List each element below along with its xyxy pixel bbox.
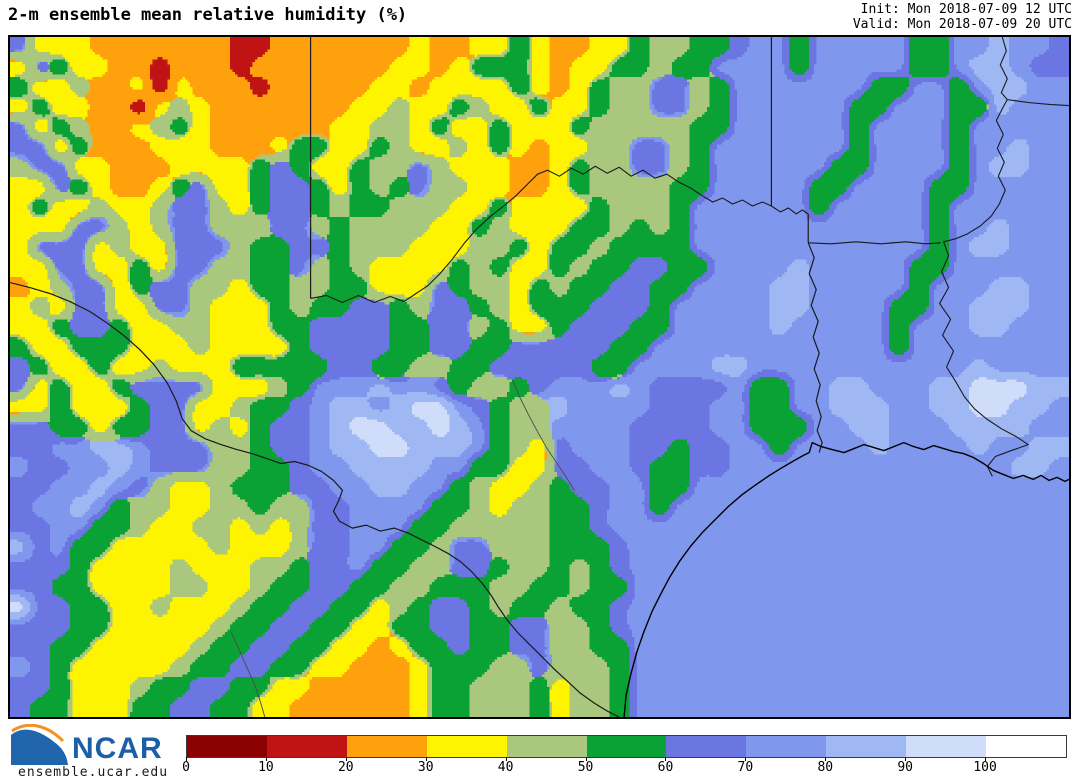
run-info: Init: Mon 2018-07-09 12 UTC Valid: Mon 2… (853, 2, 1072, 32)
colorbar-tick-label: 80 (817, 760, 834, 775)
colorbar-tick (505, 757, 507, 761)
tx-la-border (807, 242, 823, 453)
colorbar-tick (745, 757, 747, 761)
colorbar-tick-label: 10 (258, 760, 274, 775)
ncar-logo-text: NCAR (72, 732, 163, 765)
colorbar-labels: 0 10 20 30 40 50 60 70 80 90 100 (182, 760, 1065, 776)
colorbar-tick (585, 757, 587, 761)
page-title: 2-m ensemble mean relative humidity (%) (8, 5, 408, 25)
colorbar-tick-label: 50 (577, 760, 594, 775)
colorbar-tick-label: 0 (182, 760, 190, 775)
colorbar-segment-0-10 (187, 736, 267, 757)
colorbar-tick (905, 757, 907, 761)
colorbar-tick (985, 757, 987, 761)
colorbar-segment->100 (986, 736, 1066, 757)
site-url: ensemble.ucar.edu (18, 765, 169, 780)
colorbar-segment-30-40 (426, 736, 507, 757)
colorbar-ticks (186, 757, 1065, 761)
colorbar-tick-label: 90 (897, 760, 913, 775)
mx-state-border-1 (512, 379, 575, 491)
ncar-logo-swoosh-icon (11, 729, 68, 765)
colorbar-tick-label: 70 (737, 760, 754, 775)
colorbar-tick (345, 757, 347, 761)
red-river (310, 165, 772, 303)
colorbar-tick (825, 757, 827, 761)
rio-grande-border (10, 281, 620, 717)
ncar-logo: NCAR (11, 724, 163, 765)
colorbar-segment-80-90 (826, 736, 907, 757)
ncar-logo-arc-icon (11, 724, 65, 743)
colorbar-tick-label: 20 (337, 760, 354, 775)
footer: NCAR ensemble.ucar.edu 0 10 20 30 40 50 60 70 80… (0, 719, 1080, 781)
colorbar-tick (265, 757, 267, 761)
gulf-coastline (623, 441, 1069, 717)
colorbar-segment-60-70 (666, 736, 747, 757)
colorbar-tick-label: 60 (657, 760, 674, 775)
colorbar-tick (665, 757, 667, 761)
colorbar-segment-50-60 (586, 736, 667, 757)
river-corner (771, 205, 809, 215)
colorbar-tick (425, 757, 427, 761)
colorbar-tick-label: 100 (973, 760, 997, 775)
colorbar-segment-90-100 (906, 736, 987, 757)
colorbar-segment-40-50 (506, 736, 587, 757)
colorbar-tick-label: 30 (417, 760, 434, 775)
state-boundaries-overlay (10, 37, 1069, 717)
humidity-contour-canvas (10, 37, 1069, 717)
colorbar-segment-20-30 (346, 736, 427, 757)
mississippi-river (939, 37, 1029, 477)
colorbar-tick (186, 757, 187, 761)
colorbar-segment-70-80 (746, 736, 827, 757)
humidity-colorbar (186, 735, 1067, 758)
init-time-label: Init: Mon 2018-07-09 12 UTC (860, 2, 1072, 17)
colorbar-segment-10-20 (266, 736, 347, 757)
ar-la-border (808, 241, 941, 245)
colorbar-tick-label: 40 (497, 760, 514, 775)
valid-time-label: Valid: Mon 2018-07-09 20 UTC (852, 17, 1072, 32)
mx-state-border-2 (230, 631, 266, 717)
humidity-map (8, 35, 1071, 719)
ar-tn-border (1007, 99, 1069, 107)
